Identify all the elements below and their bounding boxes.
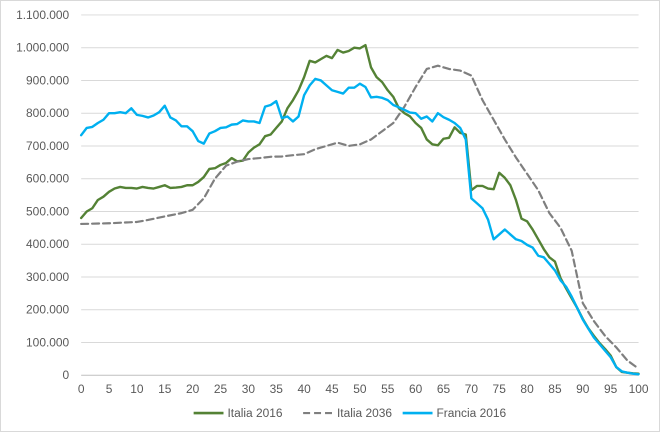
y-tick-label: 200.000 [26, 303, 70, 317]
x-tick-label: 35 [270, 382, 284, 396]
legend-label: Francia 2016 [437, 406, 507, 420]
y-tick-label: 100.000 [26, 335, 70, 349]
x-tick-label: 10 [130, 382, 144, 396]
x-axis-tick-labels: 0 5 10 15 20 25 30 35 40 45 50 55 60 65 70 75 80 85 90 95 10… [78, 382, 649, 396]
y-tick-label: 700.000 [26, 139, 70, 153]
x-tick-label: 100 [629, 382, 649, 396]
legend-label: Italia 2036 [337, 406, 392, 420]
legend: Italia 2016 Italia 2036 Francia 2016 [193, 406, 507, 420]
x-tick-label: 30 [242, 382, 256, 396]
y-tick-label: 400.000 [26, 237, 70, 251]
x-tick-label: 80 [520, 382, 534, 396]
x-tick-label: 75 [493, 382, 507, 396]
y-tick-label: 0 [63, 368, 70, 382]
x-tick-label: 85 [548, 382, 562, 396]
y-tick-label: 300.000 [26, 270, 70, 284]
x-tick-label: 0 [78, 382, 85, 396]
x-tick-label: 70 [465, 382, 479, 396]
legend-label: Italia 2016 [227, 406, 282, 420]
x-tick-label: 60 [409, 382, 423, 396]
series-lines [79, 43, 640, 376]
y-tick-label: 1.000.000 [16, 41, 69, 55]
y-tick-label: 500.000 [26, 204, 70, 218]
series-line-1 [79, 43, 640, 375]
y-tick-label: 900.000 [26, 73, 70, 87]
x-tick-label: 90 [576, 382, 590, 396]
x-tick-label: 55 [381, 382, 395, 396]
y-tick-label: 600.000 [26, 172, 70, 186]
x-tick-label: 95 [604, 382, 618, 396]
x-tick-label: 15 [158, 382, 172, 396]
x-tick-label: 40 [297, 382, 311, 396]
y-tick-label: 1.100.000 [16, 8, 69, 22]
y-axis-tick-labels: 0 100.000 200.000 300.000 400.000 500.000 600.… [16, 8, 69, 382]
x-tick-label: 5 [106, 382, 113, 396]
x-tick-label: 45 [325, 382, 339, 396]
gridlines [81, 14, 639, 344]
series-line-2 [80, 64, 640, 370]
y-tick-label: 800.000 [26, 106, 70, 120]
x-tick-label: 65 [437, 382, 451, 396]
x-tick-label: 20 [186, 382, 200, 396]
series-line-3 [79, 77, 640, 376]
x-tick-label: 25 [214, 382, 228, 396]
x-tick-label: 50 [353, 382, 367, 396]
